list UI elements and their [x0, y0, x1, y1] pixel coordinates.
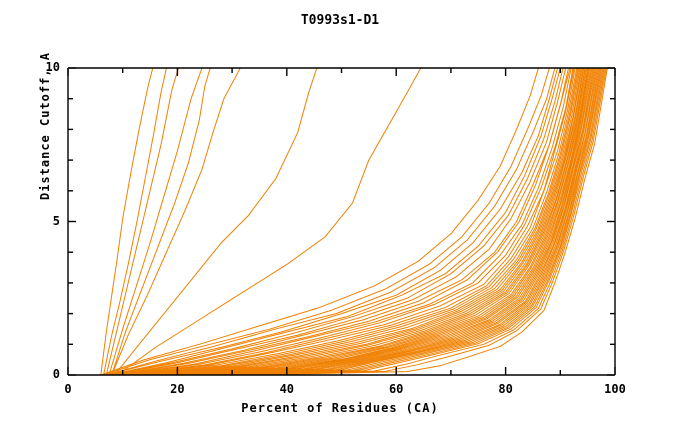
series-layer: [100, 68, 608, 375]
series-line: [163, 68, 598, 375]
x-tick-label: 100: [604, 382, 626, 396]
series-line: [157, 68, 595, 375]
series-line: [135, 68, 584, 375]
series-line: [133, 68, 582, 375]
series-line: [133, 68, 583, 375]
series-line: [144, 68, 588, 375]
series-line: [198, 68, 606, 375]
x-tick-label: 80: [498, 382, 513, 396]
series-line: [130, 68, 581, 375]
series-line: [103, 68, 550, 375]
series-line: [146, 68, 589, 375]
y-tick-label: 0: [52, 367, 60, 381]
series-line: [138, 68, 586, 375]
chart-title: T0993s1-D1: [300, 13, 380, 28]
series-line: [149, 68, 591, 375]
series-line: [105, 68, 179, 375]
series-line: [116, 68, 422, 375]
series-line: [165, 68, 601, 375]
series-line: [103, 68, 167, 375]
series-line: [124, 68, 578, 375]
x-tick-label: 40: [279, 382, 295, 396]
series-line: [149, 68, 590, 375]
series-line: [141, 68, 586, 375]
series-line: [155, 68, 594, 375]
series-line: [116, 68, 571, 375]
x-tick-label: 0: [64, 382, 72, 396]
series-line: [155, 68, 593, 375]
series-line: [111, 68, 241, 375]
series-line: [111, 68, 211, 375]
series-line: [144, 68, 589, 375]
series-line: [182, 68, 604, 375]
series-line: [176, 68, 603, 375]
series-line: [165, 68, 600, 375]
curve-group: [100, 68, 608, 375]
series-line: [111, 68, 567, 375]
y-tick-label: 10: [45, 60, 60, 74]
series-line: [127, 68, 579, 375]
series-line: [100, 68, 539, 375]
series-line: [122, 68, 576, 375]
series-line: [160, 68, 596, 375]
series-line: [152, 68, 592, 375]
x-axis-label: Percent of Residues (CA): [241, 401, 439, 415]
x-tick-label: 60: [388, 382, 404, 396]
series-line: [187, 68, 605, 375]
series-line: [111, 68, 564, 375]
series-line: [220, 68, 607, 375]
series-line: [100, 68, 154, 375]
series-line: [108, 68, 203, 375]
series-line: [105, 68, 556, 375]
series-line: [127, 68, 580, 375]
series-line: [248, 68, 608, 375]
y-tick-label: 5: [52, 213, 60, 228]
series-line: [138, 68, 585, 375]
series-line: [160, 68, 597, 375]
series-line: [119, 68, 574, 375]
axis-frame-layer: [67, 67, 616, 376]
series-line: [108, 68, 561, 375]
series-line: [116, 68, 572, 375]
series-line: [105, 68, 559, 375]
x-tick-label: 20: [170, 382, 185, 396]
series-line: [122, 68, 575, 375]
series-line: [171, 68, 602, 375]
series-line: [114, 68, 318, 375]
